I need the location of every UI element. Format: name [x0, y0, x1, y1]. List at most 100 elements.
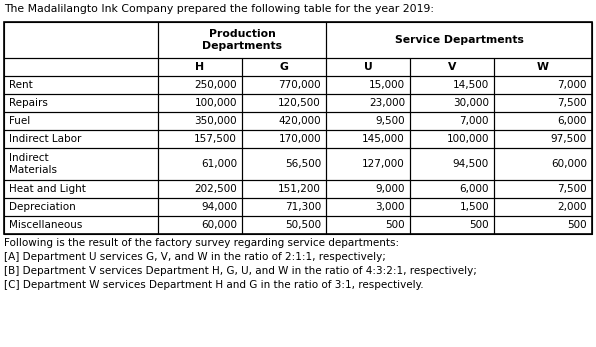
Bar: [4, 22, 592, 234]
Text: V: V: [448, 62, 456, 72]
Bar: [410, 76, 494, 94]
Bar: [242, 76, 326, 94]
Text: 9,500: 9,500: [375, 116, 405, 126]
Bar: [4, 58, 158, 76]
Bar: [242, 216, 326, 234]
Text: Rent: Rent: [9, 80, 33, 90]
Bar: [410, 58, 494, 76]
Text: The Madalilangto Ink Company prepared the following table for the year 2019:: The Madalilangto Ink Company prepared th…: [4, 4, 434, 14]
Text: 60,000: 60,000: [201, 220, 237, 230]
Text: 71,300: 71,300: [285, 202, 321, 212]
Bar: [410, 198, 494, 216]
Bar: [326, 148, 410, 180]
Text: Indirect Labor: Indirect Labor: [9, 134, 82, 144]
Text: [A] Department U services G, V, and W in the ratio of 2:1:1, respectively;: [A] Department U services G, V, and W in…: [4, 252, 386, 262]
Bar: [158, 112, 242, 130]
Bar: [410, 112, 494, 130]
Text: 94,500: 94,500: [453, 159, 489, 169]
Bar: [242, 148, 326, 180]
Bar: [158, 76, 242, 94]
Text: 60,000: 60,000: [551, 159, 587, 169]
Text: 97,500: 97,500: [551, 134, 587, 144]
Text: 7,500: 7,500: [557, 184, 587, 194]
Bar: [158, 130, 242, 148]
Text: 2,000: 2,000: [557, 202, 587, 212]
Text: 350,000: 350,000: [194, 116, 237, 126]
Bar: [326, 22, 592, 58]
Bar: [494, 148, 592, 180]
Bar: [158, 148, 242, 180]
Bar: [4, 148, 158, 180]
Bar: [242, 112, 326, 130]
Text: 250,000: 250,000: [194, 80, 237, 90]
Text: 500: 500: [567, 220, 587, 230]
Bar: [4, 130, 158, 148]
Bar: [4, 216, 158, 234]
Text: 420,000: 420,000: [278, 116, 321, 126]
Bar: [4, 180, 158, 198]
Text: 202,500: 202,500: [194, 184, 237, 194]
Bar: [410, 180, 494, 198]
Text: Indirect
Materials: Indirect Materials: [9, 153, 57, 175]
Bar: [410, 94, 494, 112]
Bar: [494, 76, 592, 94]
Text: 30,000: 30,000: [453, 98, 489, 108]
Bar: [494, 198, 592, 216]
Bar: [4, 22, 158, 58]
Text: H: H: [195, 62, 204, 72]
Bar: [242, 94, 326, 112]
Text: 100,000: 100,000: [194, 98, 237, 108]
Text: 15,000: 15,000: [369, 80, 405, 90]
Bar: [326, 216, 410, 234]
Bar: [158, 216, 242, 234]
Bar: [4, 76, 158, 94]
Text: 151,200: 151,200: [278, 184, 321, 194]
Bar: [410, 130, 494, 148]
Text: Heat and Light: Heat and Light: [9, 184, 86, 194]
Text: 120,500: 120,500: [278, 98, 321, 108]
Text: 500: 500: [386, 220, 405, 230]
Bar: [326, 130, 410, 148]
Text: W: W: [537, 62, 549, 72]
Bar: [158, 198, 242, 216]
Text: 6,000: 6,000: [557, 116, 587, 126]
Bar: [494, 216, 592, 234]
Text: 100,000: 100,000: [446, 134, 489, 144]
Text: 145,000: 145,000: [362, 134, 405, 144]
Text: [B] Department V services Department H, G, U, and W in the ratio of 4:3:2:1, res: [B] Department V services Department H, …: [4, 266, 477, 276]
Bar: [326, 94, 410, 112]
Bar: [158, 58, 242, 76]
Text: 157,500: 157,500: [194, 134, 237, 144]
Bar: [326, 180, 410, 198]
Bar: [242, 58, 326, 76]
Text: Following is the result of the factory survey regarding service departments:: Following is the result of the factory s…: [4, 238, 399, 248]
Text: 3,000: 3,000: [375, 202, 405, 212]
Bar: [410, 216, 494, 234]
Text: 14,500: 14,500: [453, 80, 489, 90]
Text: U: U: [364, 62, 372, 72]
Bar: [242, 130, 326, 148]
Text: 23,000: 23,000: [369, 98, 405, 108]
Bar: [494, 58, 592, 76]
Text: 94,000: 94,000: [201, 202, 237, 212]
Text: 170,000: 170,000: [278, 134, 321, 144]
Text: G: G: [280, 62, 288, 72]
Text: 9,000: 9,000: [375, 184, 405, 194]
Text: Production
Departments: Production Departments: [202, 29, 282, 51]
Text: 770,000: 770,000: [278, 80, 321, 90]
Bar: [4, 112, 158, 130]
Bar: [242, 180, 326, 198]
Bar: [494, 180, 592, 198]
Bar: [4, 198, 158, 216]
Text: Repairs: Repairs: [9, 98, 48, 108]
Text: Service Departments: Service Departments: [395, 35, 523, 45]
Bar: [326, 76, 410, 94]
Text: 61,000: 61,000: [201, 159, 237, 169]
Bar: [158, 94, 242, 112]
Bar: [242, 198, 326, 216]
Text: 56,500: 56,500: [285, 159, 321, 169]
Text: 6,000: 6,000: [460, 184, 489, 194]
Text: 7,000: 7,000: [557, 80, 587, 90]
Text: 500: 500: [470, 220, 489, 230]
Text: 7,000: 7,000: [460, 116, 489, 126]
